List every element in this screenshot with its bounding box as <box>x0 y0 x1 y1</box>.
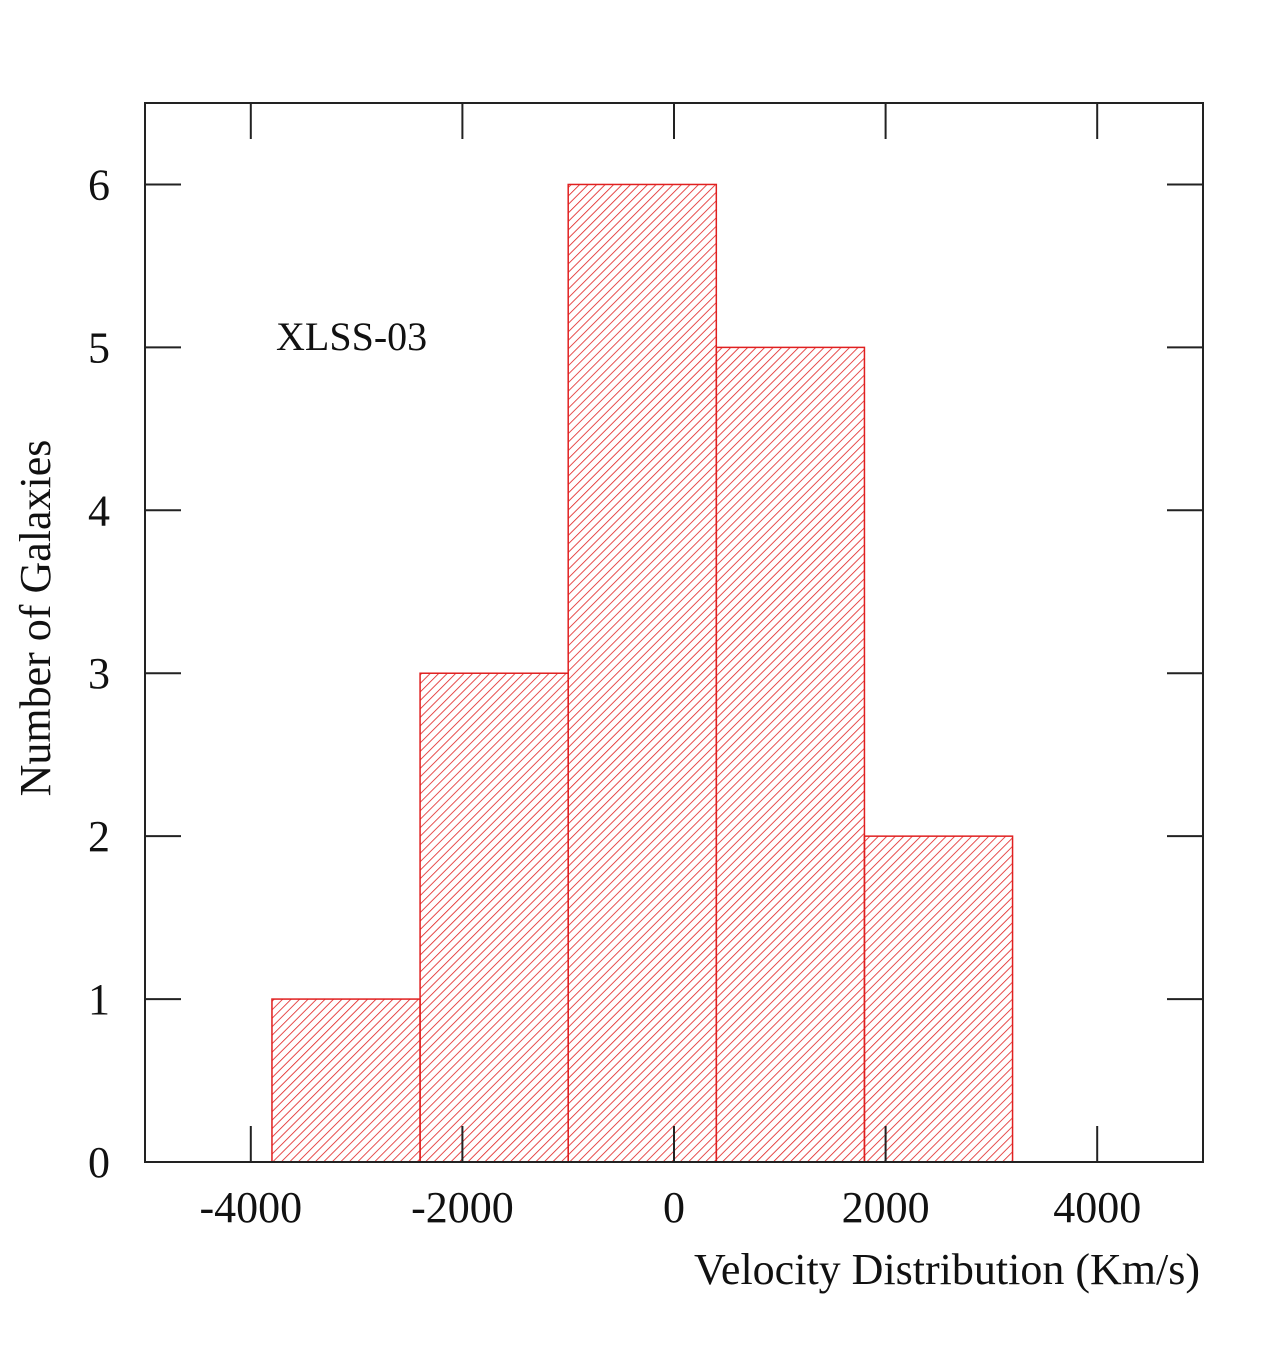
y-axis-title: Number of Galaxies <box>11 440 60 797</box>
y-tick-label: 4 <box>88 486 110 535</box>
histogram-bar <box>419 672 569 1163</box>
x-axis-title: Velocity Distribution (Km/s) <box>694 1245 1200 1294</box>
tick-labels-layer: -4000 -2000 0 2000 4000 0 1 2 3 4 5 6 <box>88 160 1141 1232</box>
histogram-bar <box>567 183 718 1163</box>
y-tick-label: 3 <box>88 649 110 698</box>
y-tick-label: 5 <box>88 323 110 372</box>
bars-layer <box>271 183 1014 1163</box>
histogram-bar <box>863 835 1014 1163</box>
x-tick-label: -2000 <box>411 1183 514 1232</box>
x-tick-label: 2000 <box>842 1183 930 1232</box>
histogram-bar <box>715 346 866 1163</box>
ticks-layer <box>145 103 1203 1163</box>
y-tick-label: 1 <box>88 975 110 1024</box>
x-tick-label: 0 <box>663 1183 685 1232</box>
x-tick-label: 4000 <box>1053 1183 1141 1232</box>
x-tick-label: -4000 <box>199 1183 302 1232</box>
y-tick-label: 0 <box>88 1138 110 1187</box>
y-tick-label: 2 <box>88 812 110 861</box>
cluster-annotation: XLSS-03 <box>276 314 427 359</box>
y-tick-label: 6 <box>88 160 110 209</box>
histogram-bar <box>271 998 421 1163</box>
